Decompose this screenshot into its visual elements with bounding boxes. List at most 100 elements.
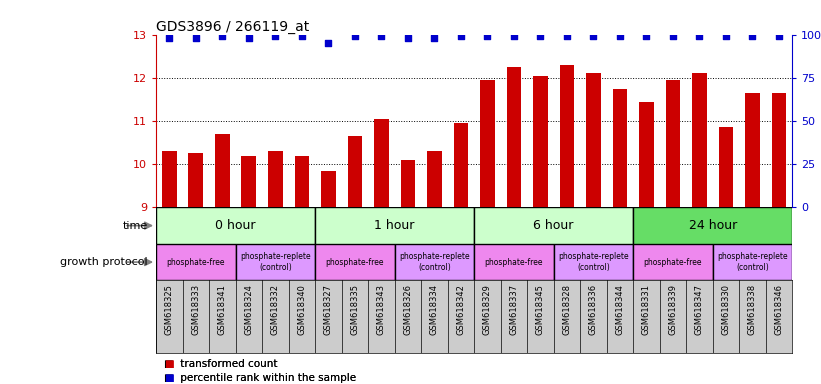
Text: GSM618334: GSM618334	[430, 284, 439, 335]
Text: GSM618329: GSM618329	[483, 284, 492, 335]
Text: phosphate-replete
(control): phosphate-replete (control)	[399, 252, 470, 272]
Text: GSM618335: GSM618335	[351, 284, 360, 335]
Bar	[315, 207, 475, 244]
Point	[374, 33, 388, 40]
Text: phosphate-free: phosphate-free	[644, 258, 702, 266]
Text: phosphate-replete
(control): phosphate-replete (control)	[240, 252, 310, 272]
Text: 0 hour: 0 hour	[215, 219, 256, 232]
Bar	[666, 80, 681, 207]
Bar	[321, 170, 336, 207]
Text: phosphate-replete
(control): phosphate-replete (control)	[718, 252, 788, 272]
Bar	[189, 153, 203, 207]
Text: ■: ■	[164, 373, 174, 383]
Bar	[718, 127, 733, 207]
Text: GSM618346: GSM618346	[774, 284, 783, 335]
Text: GSM618324: GSM618324	[245, 284, 254, 335]
Bar	[474, 244, 553, 280]
Text: GSM618337: GSM618337	[509, 284, 518, 335]
Bar	[268, 151, 282, 207]
Text: GSM618342: GSM618342	[456, 284, 466, 335]
Text: GSM618345: GSM618345	[536, 284, 545, 335]
Bar	[156, 244, 236, 280]
Bar	[295, 156, 309, 207]
Bar	[427, 151, 442, 207]
Text: 1 hour: 1 hour	[374, 219, 415, 232]
Bar	[215, 134, 230, 207]
Text: time: time	[122, 220, 148, 231]
Bar	[162, 151, 177, 207]
Bar	[156, 207, 315, 244]
Point	[667, 33, 680, 40]
Text: 24 hour: 24 hour	[689, 219, 737, 232]
Bar	[395, 244, 474, 280]
Text: ■  transformed count: ■ transformed count	[164, 359, 277, 369]
Point	[746, 33, 759, 40]
Bar	[401, 160, 415, 207]
Point	[693, 33, 706, 40]
Text: GSM618344: GSM618344	[616, 284, 625, 335]
Bar	[772, 93, 787, 207]
Text: GSM618332: GSM618332	[271, 284, 280, 335]
Bar	[374, 119, 388, 207]
Bar	[347, 136, 362, 207]
Bar	[713, 244, 792, 280]
Point	[348, 33, 361, 40]
Bar	[586, 73, 601, 207]
Point	[587, 33, 600, 40]
Bar	[507, 67, 521, 207]
Text: GSM618330: GSM618330	[722, 284, 731, 335]
Point	[640, 33, 653, 40]
Bar	[453, 123, 468, 207]
Point	[428, 35, 441, 41]
Text: GSM618341: GSM618341	[218, 284, 227, 335]
Text: GSM618347: GSM618347	[695, 284, 704, 335]
Text: GSM618326: GSM618326	[403, 284, 412, 335]
Point	[322, 40, 335, 46]
Text: GSM618340: GSM618340	[297, 284, 306, 335]
Bar	[474, 207, 633, 244]
Bar	[612, 89, 627, 207]
Point	[189, 35, 202, 41]
Bar	[553, 244, 633, 280]
Bar	[633, 244, 713, 280]
Bar	[692, 73, 707, 207]
Point	[401, 35, 415, 41]
Bar	[745, 93, 759, 207]
Bar	[533, 76, 548, 207]
Bar	[241, 156, 256, 207]
Bar	[560, 65, 574, 207]
Text: ■: ■	[164, 359, 174, 369]
Text: transformed count: transformed count	[177, 359, 277, 369]
Point	[534, 33, 547, 40]
Text: phosphate-free: phosphate-free	[326, 258, 384, 266]
Text: GSM618327: GSM618327	[323, 284, 333, 335]
Point	[296, 33, 309, 40]
Text: GSM618339: GSM618339	[668, 284, 677, 335]
Point	[454, 33, 467, 40]
Text: 6 hour: 6 hour	[534, 219, 574, 232]
Text: GSM618328: GSM618328	[562, 284, 571, 335]
Point	[242, 35, 255, 41]
Point	[268, 33, 282, 40]
Text: phosphate-replete
(control): phosphate-replete (control)	[558, 252, 629, 272]
Point	[719, 33, 732, 40]
Text: GSM618338: GSM618338	[748, 284, 757, 335]
Point	[481, 33, 494, 40]
Text: GSM618343: GSM618343	[377, 284, 386, 335]
Point	[613, 33, 626, 40]
Point	[216, 33, 229, 40]
Bar	[236, 244, 315, 280]
Point	[507, 33, 521, 40]
Point	[561, 33, 574, 40]
Text: GSM618325: GSM618325	[165, 284, 174, 335]
Text: phosphate-free: phosphate-free	[167, 258, 225, 266]
Point	[773, 33, 786, 40]
Text: ■  percentile rank within the sample: ■ percentile rank within the sample	[164, 373, 356, 383]
Point	[163, 35, 176, 41]
Bar	[315, 244, 395, 280]
Bar	[640, 101, 654, 207]
Text: phosphate-free: phosphate-free	[484, 258, 544, 266]
Bar	[480, 80, 495, 207]
Text: GDS3896 / 266119_at: GDS3896 / 266119_at	[156, 20, 310, 33]
Text: growth protocol: growth protocol	[60, 257, 148, 267]
